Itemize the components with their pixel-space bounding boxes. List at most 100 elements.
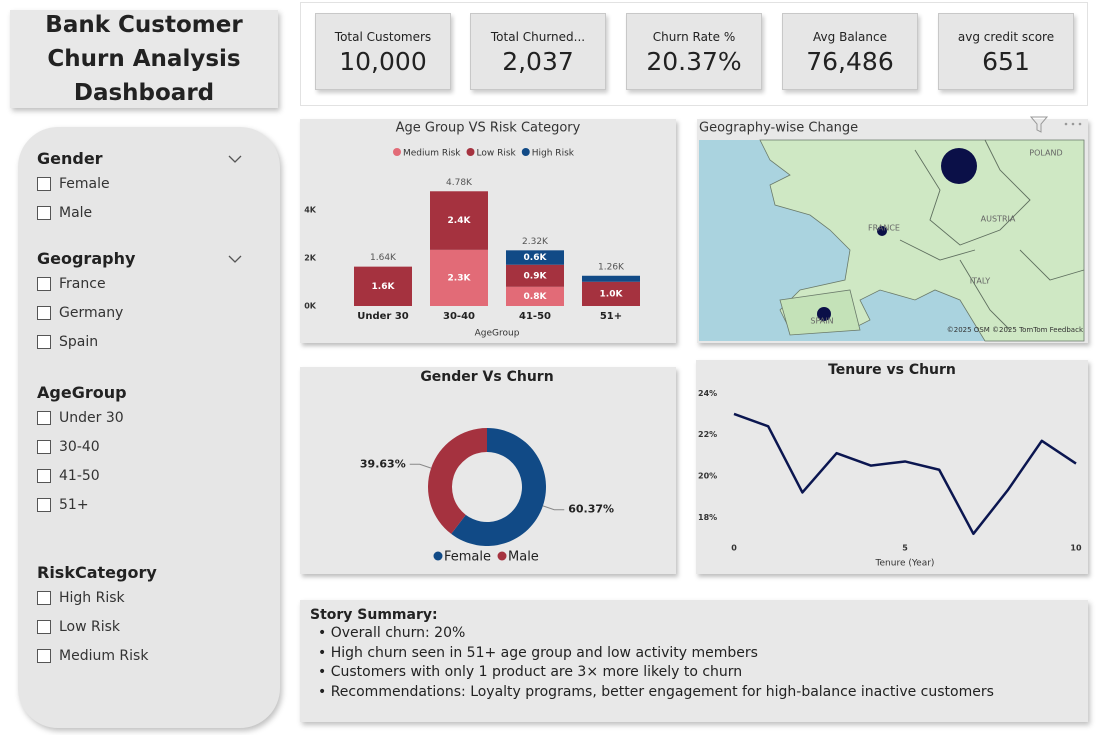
bar-segment bbox=[582, 281, 640, 306]
map-bubble bbox=[877, 226, 887, 236]
filter-option[interactable]: 41-50 bbox=[37, 468, 100, 484]
kpi-strip: Total Customers 10,000 Total Churned... 2,0… bbox=[300, 2, 1088, 106]
checkbox[interactable] bbox=[37, 177, 51, 191]
chart-title: Tenure vs Churn bbox=[828, 362, 956, 378]
kpi-value: 2,037 bbox=[502, 47, 574, 76]
bar-segment bbox=[506, 286, 564, 306]
filter-option[interactable]: High Risk bbox=[37, 590, 125, 606]
line-panel bbox=[696, 360, 1088, 574]
checkbox[interactable] bbox=[37, 306, 51, 320]
y-tick-label: 18% bbox=[698, 513, 717, 522]
collapse-chevron[interactable] bbox=[228, 154, 242, 164]
filter-option[interactable]: 30-40 bbox=[37, 439, 100, 455]
filter-option[interactable]: France bbox=[37, 276, 106, 292]
kpi-card: Total Churned... 2,037 bbox=[470, 13, 606, 90]
kpi-label: Avg Balance bbox=[813, 30, 887, 44]
filter-title: Geography bbox=[37, 249, 136, 268]
summary-title: Story Summary: bbox=[310, 607, 438, 623]
checkbox[interactable] bbox=[37, 335, 51, 349]
filter-option[interactable]: Male bbox=[37, 205, 92, 221]
map bbox=[699, 139, 1085, 342]
map-label: SPAIN bbox=[810, 317, 833, 326]
dashboard-title: Bank Customer Churn Analysis Dashboard bbox=[10, 10, 278, 108]
filter-option-label: Medium Risk bbox=[59, 648, 149, 664]
checkbox[interactable] bbox=[37, 469, 51, 483]
legend-label: High Risk bbox=[532, 149, 575, 159]
x-tick-label: 0 bbox=[731, 544, 737, 553]
kpi-label: Churn Rate % bbox=[652, 30, 736, 44]
kpi-value: 651 bbox=[982, 47, 1030, 76]
checkbox[interactable] bbox=[37, 591, 51, 605]
bar-value-label: 0.8K bbox=[524, 292, 548, 302]
bar-value-label: 0.6K bbox=[524, 253, 548, 263]
donut-slice bbox=[451, 428, 546, 546]
bar-segment bbox=[506, 250, 564, 265]
filter-option[interactable]: Under 30 bbox=[37, 410, 124, 426]
bar-segment bbox=[582, 275, 640, 282]
y-tick-label: 20% bbox=[698, 471, 717, 480]
x-tick-label: 51+ bbox=[600, 311, 622, 322]
map-label: AUSTRIA bbox=[981, 215, 1016, 224]
bar-value-label: 0.9K bbox=[524, 271, 548, 281]
filter-option-label: Low Risk bbox=[59, 619, 121, 635]
filter-option-label: Female bbox=[59, 176, 110, 192]
summary-item: • Customers with only 1 product are 3× m… bbox=[318, 664, 743, 680]
x-axis-label: AgeGroup bbox=[475, 329, 520, 339]
collapse-chevron[interactable] bbox=[228, 254, 242, 264]
filter-option[interactable]: Spain bbox=[37, 334, 98, 350]
filter-option-label: Male bbox=[59, 205, 93, 221]
filter-option[interactable]: 51+ bbox=[37, 497, 89, 513]
map-attribution: ©2025 OSM ©2025 TomTom Feedback bbox=[947, 326, 1084, 334]
kpi-value: 10,000 bbox=[339, 47, 427, 76]
y-tick-label: 0K bbox=[304, 302, 317, 311]
y-tick-label: 24% bbox=[698, 389, 717, 398]
checkbox[interactable] bbox=[37, 649, 51, 663]
filter-option-label: Under 30 bbox=[59, 410, 124, 426]
bar-segment bbox=[354, 266, 412, 306]
checkbox[interactable] bbox=[37, 411, 51, 425]
donut-value-label: 39.63% bbox=[360, 457, 406, 470]
kpi-card: Churn Rate % 20.37% bbox=[626, 13, 762, 90]
checkbox[interactable] bbox=[37, 440, 51, 454]
bar-total-label: 1.26K bbox=[598, 262, 625, 272]
filter-option-label: France bbox=[59, 276, 106, 292]
filter-title: Gender bbox=[37, 149, 103, 168]
x-tick-label: 30-40 bbox=[443, 311, 475, 322]
x-tick-label: 41-50 bbox=[519, 311, 551, 322]
filter-option[interactable]: Germany bbox=[37, 305, 123, 321]
filter-option[interactable]: Female bbox=[37, 176, 110, 192]
legend-swatch bbox=[433, 551, 443, 561]
x-tick-label: 5 bbox=[902, 544, 908, 553]
checkbox[interactable] bbox=[37, 498, 51, 512]
leader-line bbox=[409, 463, 432, 469]
bar-segment bbox=[430, 191, 488, 250]
filter-option[interactable]: Low Risk bbox=[37, 619, 120, 635]
kpi-card: avg credit score 651 bbox=[938, 13, 1074, 90]
filter-option[interactable]: Medium Risk bbox=[37, 648, 148, 664]
legend-swatch bbox=[393, 148, 401, 156]
line-series bbox=[733, 412, 1077, 536]
checkbox[interactable] bbox=[37, 620, 51, 634]
legend-swatch bbox=[497, 551, 507, 561]
donut-value-label: 60.37% bbox=[568, 503, 614, 516]
bar-total-label: 2.32K bbox=[522, 237, 549, 247]
map-label: POLAND bbox=[1029, 149, 1062, 158]
legend-label: Low Risk bbox=[477, 149, 517, 159]
y-tick-label: 2K bbox=[304, 254, 317, 263]
y-tick-label: 22% bbox=[698, 430, 717, 439]
x-axis-label: Tenure (Year) bbox=[875, 559, 935, 569]
x-tick-label: Under 30 bbox=[357, 311, 409, 322]
filter-panel: Gender Female Male Geography France Germany Sp… bbox=[18, 127, 280, 728]
bar-segment bbox=[430, 249, 488, 306]
donut-slice bbox=[427, 428, 487, 534]
kpi-card: Avg Balance 76,486 bbox=[782, 13, 918, 90]
filter-icon[interactable] bbox=[1029, 116, 1082, 133]
filter-option-label: High Risk bbox=[59, 590, 125, 606]
kpi-label: Total Churned... bbox=[490, 30, 586, 44]
checkbox[interactable] bbox=[37, 277, 51, 291]
legend-swatch bbox=[466, 148, 475, 156]
checkbox[interactable] bbox=[37, 206, 51, 220]
chart-title: Age Group VS Risk Category bbox=[396, 121, 581, 136]
map-label: FRANCE bbox=[868, 224, 900, 233]
